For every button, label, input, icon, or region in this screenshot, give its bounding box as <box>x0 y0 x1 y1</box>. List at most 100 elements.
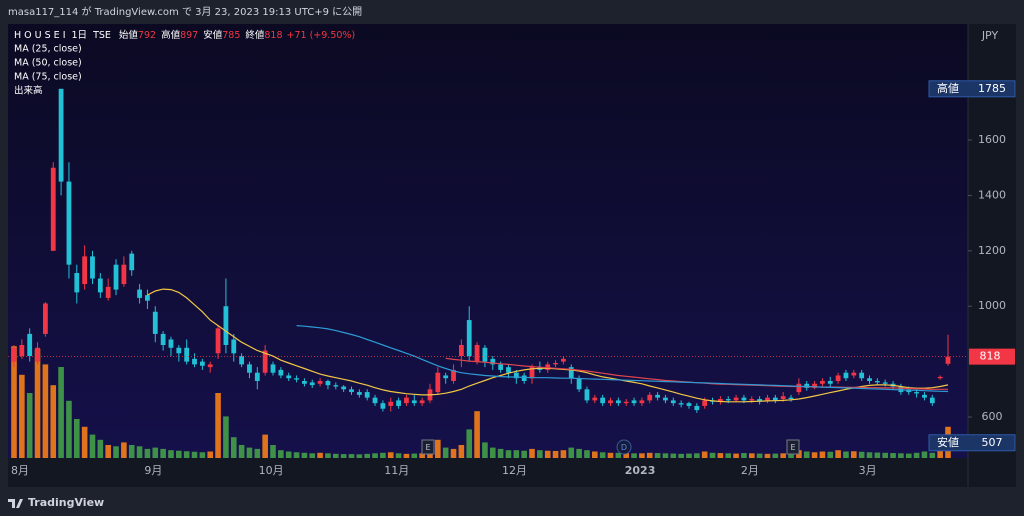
volume-bar <box>851 451 857 458</box>
volume-bar <box>128 445 135 458</box>
extreme-tag-name: 安値 <box>937 435 959 449</box>
volume-bar <box>340 454 347 458</box>
candle-body <box>90 256 95 279</box>
y-tick-label: 1600 <box>978 133 1006 146</box>
candle-body <box>341 386 347 390</box>
candle-body <box>929 397 935 404</box>
candle-body <box>474 344 480 362</box>
candle-body <box>568 367 574 379</box>
volume-bar <box>584 450 590 458</box>
candle-body <box>702 400 708 406</box>
legend-ohlc-value: 785 <box>222 30 240 41</box>
candle-body <box>812 383 817 388</box>
candle-body <box>325 381 331 386</box>
candle-body <box>647 394 653 401</box>
candle-body <box>411 400 417 404</box>
volume-bar <box>89 434 96 458</box>
volume-bar <box>419 453 425 458</box>
candle-body <box>788 397 794 400</box>
candle-body <box>584 389 590 401</box>
candle-body <box>874 381 880 383</box>
candle-body <box>160 333 166 345</box>
volume-bar <box>905 453 912 458</box>
volume-bar <box>803 451 810 458</box>
candle-body <box>780 396 786 400</box>
volume-bar <box>230 437 237 458</box>
volume-bar <box>238 445 245 458</box>
candle-body <box>443 375 449 379</box>
volume-bar <box>827 451 834 458</box>
candle-body <box>513 372 519 379</box>
volume-bar <box>435 439 441 458</box>
candle-body <box>600 397 606 404</box>
candle-body <box>97 278 103 293</box>
candle-body <box>945 356 951 364</box>
volume-bar <box>348 454 355 458</box>
candle-body <box>239 356 245 365</box>
candle-body <box>922 394 927 398</box>
volume-bar <box>372 453 378 458</box>
volume-bar <box>387 452 394 458</box>
extreme-tag-name: 高値 <box>937 81 959 95</box>
candle-body <box>105 286 111 298</box>
volume-bar <box>843 451 849 458</box>
candle-body <box>137 289 142 298</box>
volume-bar <box>262 434 268 458</box>
volume-bar <box>207 451 214 458</box>
candle-body <box>19 344 25 357</box>
volume-bar <box>325 453 331 458</box>
candle-body <box>168 339 174 348</box>
candle-body <box>66 181 72 265</box>
candle-body <box>82 256 88 285</box>
volume-bar <box>662 453 669 458</box>
x-tick-label: 2023 <box>625 464 656 477</box>
y-tick-label: 1000 <box>978 299 1006 312</box>
volume-bar <box>450 448 457 458</box>
volume-bar <box>199 452 206 458</box>
candle-body <box>278 369 284 376</box>
candle-body <box>678 403 684 405</box>
candle-body <box>757 399 763 402</box>
volume-bar <box>615 452 622 458</box>
volume-bar <box>709 452 716 458</box>
volume-bar <box>537 450 543 458</box>
candle-body <box>419 400 425 404</box>
footer-brand: TradingView <box>28 496 104 509</box>
volume-bar <box>733 453 739 458</box>
volume-bar <box>474 411 480 458</box>
volume-bar <box>466 429 473 458</box>
volume-bar <box>223 416 229 458</box>
candle-body <box>74 272 80 293</box>
candle-body <box>686 403 692 406</box>
plot <box>8 88 968 458</box>
volume-bar <box>780 453 786 458</box>
volume-bar <box>215 393 221 458</box>
legend-ohlc-name: 終値 <box>245 29 265 41</box>
candle-body <box>561 358 566 362</box>
volume-bar <box>66 400 72 458</box>
volume-bar <box>811 452 818 458</box>
volume-bar <box>270 445 276 458</box>
legend-ohlc-value: 818 <box>264 30 282 41</box>
volume-bar <box>921 451 928 458</box>
event-label: E <box>790 443 795 452</box>
candle-body <box>309 382 315 386</box>
x-tick-label: 12月 <box>502 464 527 477</box>
x-tick-label: 3月 <box>859 464 877 477</box>
volume-bar <box>152 447 159 458</box>
volume-bar <box>97 439 104 458</box>
chart-pane <box>8 24 968 458</box>
candle-body <box>765 397 770 401</box>
legend-ohlc-name: 始値 <box>119 29 139 41</box>
x-tick-label: 9月 <box>144 464 162 477</box>
volume-bar <box>42 364 49 458</box>
candle-body <box>184 347 190 362</box>
candle-body <box>372 397 378 404</box>
candle-body <box>466 320 472 357</box>
volume-bar <box>772 453 779 458</box>
volume-bar <box>395 453 402 458</box>
volume-bar <box>552 450 559 458</box>
volume-bar <box>560 450 567 458</box>
x-tick-label: 10月 <box>259 464 284 477</box>
candle-body <box>725 399 731 401</box>
